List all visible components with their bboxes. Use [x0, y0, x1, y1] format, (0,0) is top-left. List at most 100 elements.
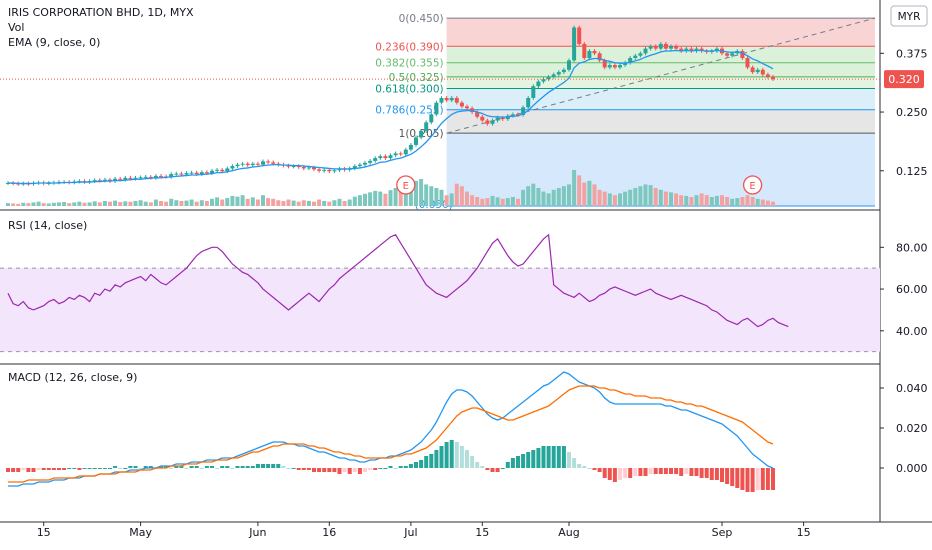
volume-bar [765, 200, 770, 206]
volume-bar [669, 192, 673, 206]
volume-bar [720, 195, 724, 206]
ema-label[interactable]: EMA (9, close, 0) [8, 36, 101, 49]
macd-histogram-bar [322, 468, 327, 472]
macd-histogram-bar [240, 466, 245, 468]
volume-bar [704, 195, 709, 206]
candle-body [567, 60, 571, 70]
macd-histogram-bar [266, 464, 271, 468]
macd-label[interactable]: MACD (12, 26, close, 9) [8, 371, 138, 384]
volume-label[interactable]: Vol [8, 21, 25, 34]
macd-histogram-bar [628, 468, 633, 478]
rsi-label[interactable]: RSI (14, close) [8, 219, 88, 232]
candle-body [245, 163, 250, 166]
macd-histogram-bar [67, 468, 72, 469]
macd-histogram-bar [582, 466, 587, 468]
candle-body [108, 179, 112, 182]
macd-histogram-bar [419, 460, 424, 468]
macd-histogram-bar [663, 468, 668, 474]
symbol-title[interactable]: IRIS CORPORATION BHD, 1D, MYX [8, 6, 194, 19]
volume-bar [235, 196, 240, 206]
volume-bar [133, 200, 138, 206]
volume-bar [291, 200, 296, 206]
volume-bar [16, 203, 21, 206]
candle-body [230, 166, 235, 169]
macd-histogram-bar [250, 466, 255, 468]
volume-bar [505, 198, 510, 206]
candle-body [424, 122, 429, 131]
fib-level-label: 0(0.450) [399, 13, 444, 25]
candle-body [408, 144, 413, 150]
volume-bar [500, 198, 505, 206]
volume-bar [281, 200, 286, 206]
volume-bar [475, 197, 480, 206]
volume-bar [347, 199, 352, 206]
volume-bar [771, 201, 775, 206]
volume-bar [332, 200, 337, 206]
date-tick-label: Sep [712, 526, 733, 539]
price-tick-label: 0.125 [896, 165, 928, 178]
candle-body [419, 130, 424, 138]
volume-bar [618, 193, 622, 206]
currency-badge [890, 5, 928, 27]
candle-body [235, 164, 240, 167]
macd-histogram-bar [143, 466, 148, 468]
earnings-marker [742, 175, 763, 195]
volume-bar [118, 202, 123, 206]
volume-bar [602, 191, 607, 206]
candle-body [312, 167, 316, 170]
macd-histogram-bar [403, 466, 408, 468]
candle-body [480, 116, 485, 121]
volume-bar [424, 184, 429, 206]
macd-histogram-bar [674, 468, 679, 474]
candle-body [250, 163, 255, 166]
macd-histogram-bar [148, 466, 153, 468]
candle-body [556, 72, 561, 75]
volume-bar [6, 203, 10, 206]
macd-histogram-bar [689, 468, 694, 476]
macd-histogram-bar [245, 466, 250, 468]
volume-bar [577, 175, 582, 206]
candle-body [648, 46, 653, 49]
macd-histogram-bar [21, 468, 26, 470]
candle-body [500, 117, 505, 120]
date-tick-label: 16 [322, 526, 336, 539]
signal-line [8, 385, 774, 483]
volume-bar [561, 186, 566, 206]
macd-histogram-bar [113, 466, 118, 468]
fib-zone [446, 88, 875, 110]
macd-histogram-bar [536, 448, 541, 468]
volume-bar [541, 191, 546, 206]
volume-bar [760, 199, 765, 206]
macd-histogram-bar [587, 468, 592, 469]
macd-histogram-bar [771, 468, 775, 490]
volume-bar [363, 193, 367, 206]
candle-body [536, 81, 541, 87]
currency-label[interactable]: MYR [898, 11, 921, 23]
macd-histogram-bar [694, 468, 699, 476]
volume-bar [286, 199, 291, 206]
volume-bar [301, 200, 306, 206]
date-tick-label: May [129, 526, 152, 539]
volume-bar [194, 201, 199, 206]
macd-histogram-bar [281, 466, 286, 468]
macd-histogram-bar [306, 468, 311, 470]
macd-histogram-bar [255, 464, 260, 468]
candle-body [643, 48, 648, 54]
volume-bar [306, 200, 311, 206]
candle-body [454, 97, 459, 103]
candle-body [485, 120, 490, 124]
macd-histogram-bar [592, 468, 597, 470]
volume-bar [393, 188, 398, 206]
candle-body [271, 162, 276, 164]
macd-tick-label: 0.020 [896, 422, 928, 435]
fib-zone [446, 46, 875, 63]
macd-histogram-bar [11, 468, 16, 472]
candle-body [521, 107, 526, 115]
candle-body [123, 177, 128, 180]
macd-histogram-bar [271, 464, 276, 468]
macd-histogram-bar [623, 468, 628, 478]
volume-bar [138, 200, 143, 206]
macd-histogram-bar [138, 468, 143, 469]
volume-bar [72, 202, 77, 206]
